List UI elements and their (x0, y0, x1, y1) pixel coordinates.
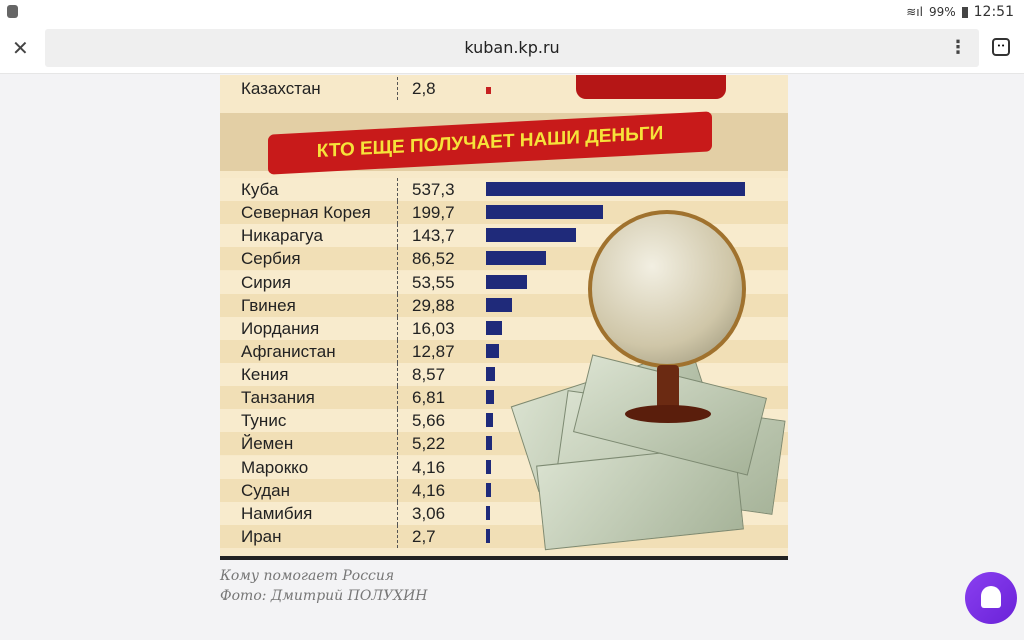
shield-icon (7, 5, 18, 18)
value-bar (486, 274, 527, 289)
image-caption: Кому помогает Россия Фото: Дмитрий ПОЛУХ… (220, 566, 428, 606)
close-icon[interactable]: ✕ (12, 36, 29, 60)
country-value: 53,55 (412, 272, 455, 292)
country-name: Кения (241, 365, 289, 385)
value-bar (486, 87, 491, 94)
flag-image (576, 75, 726, 99)
clock: 12:51 (973, 4, 1014, 20)
value-bar (486, 320, 502, 335)
browser-toolbar: ✕ kuban.kp.ru ⋮ •• (0, 24, 1024, 74)
table-row: Казахстан 2,8 (220, 77, 788, 100)
country-name: Казахстан (241, 79, 321, 98)
country-value: 4,16 (412, 457, 446, 477)
tabs-icon[interactable]: •• (992, 38, 1010, 56)
value-bar (486, 482, 492, 497)
country-value: 3,06 (412, 503, 446, 523)
value-bar (486, 205, 604, 220)
country-value: 537,3 (412, 180, 455, 199)
url-text: kuban.kp.ru (464, 38, 560, 57)
address-bar[interactable]: kuban.kp.ru ⋮ (45, 29, 979, 67)
country-name: Северная Корея (241, 203, 371, 223)
value-bar (486, 367, 496, 382)
status-bar: ≋ıl 99% 12:51 (0, 0, 1024, 24)
alice-assistant-button[interactable] (965, 572, 1017, 624)
caption-title: Кому помогает Россия (220, 568, 395, 584)
country-name: Судан (241, 480, 290, 500)
value-bar (486, 343, 500, 358)
country-name: Иордания (241, 318, 320, 338)
country-name: Сербия (241, 249, 301, 269)
country-name: Танзания (241, 388, 315, 408)
country-name: Никарагуа (241, 226, 323, 246)
battery-icon (961, 6, 968, 18)
infographic-image: Казахстан 2,8 КТО ЕЩЕ ПОЛУЧАЕТ НАШИ ДЕНЬ… (220, 75, 788, 560)
country-value: 86,52 (412, 249, 455, 269)
country-value: 6,81 (412, 388, 446, 408)
country-name: Афганистан (241, 341, 336, 361)
alice-icon (981, 586, 1001, 608)
battery-percent: 99% (928, 5, 956, 19)
value-bar (486, 182, 745, 196)
country-value: 8,57 (412, 365, 446, 385)
value-bar (486, 251, 547, 266)
country-value: 143,7 (412, 226, 455, 246)
country-name: Намибия (241, 503, 313, 523)
country-value: 5,66 (412, 411, 446, 431)
country-value: 2,7 (412, 526, 436, 546)
globe-icon (588, 210, 746, 368)
banner: КТО ЕЩЕ ПОЛУЧАЕТ НАШИ ДЕНЬГИ (220, 111, 788, 175)
value-bar (486, 459, 492, 474)
value-bar (486, 228, 577, 243)
wifi-signal-icon: ≋ıl (906, 5, 923, 19)
menu-icon[interactable]: ⋮ (949, 37, 967, 58)
caption-credit: Фото: Дмитрий ПОЛУХИН (220, 588, 428, 604)
country-value: 4,16 (412, 480, 446, 500)
country-value: 199,7 (412, 203, 455, 223)
country-name: Иран (241, 526, 282, 546)
value-bar (486, 390, 494, 405)
value-bar (486, 528, 490, 543)
country-name: Гвинея (241, 295, 296, 315)
country-name: Марокко (241, 457, 309, 477)
country-value: 2,8 (412, 79, 436, 98)
country-name: Тунис (241, 411, 287, 431)
value-bar (486, 436, 493, 451)
country-name: Куба (241, 180, 279, 199)
value-bar (486, 413, 493, 428)
value-bar (486, 505, 491, 520)
country-value: 29,88 (412, 295, 455, 315)
country-name: Сирия (241, 272, 291, 292)
globe-base (625, 405, 711, 423)
country-value: 5,22 (412, 434, 446, 454)
value-bar (486, 297, 512, 312)
country-value: 12,87 (412, 341, 455, 361)
country-name: Йемен (241, 434, 294, 454)
globe-stand (657, 365, 679, 415)
table-row: Куба 537,3 (220, 178, 788, 201)
banner-title: КТО ЕЩЕ ПОЛУЧАЕТ НАШИ ДЕНЬГИ (268, 111, 712, 175)
country-value: 16,03 (412, 318, 455, 338)
